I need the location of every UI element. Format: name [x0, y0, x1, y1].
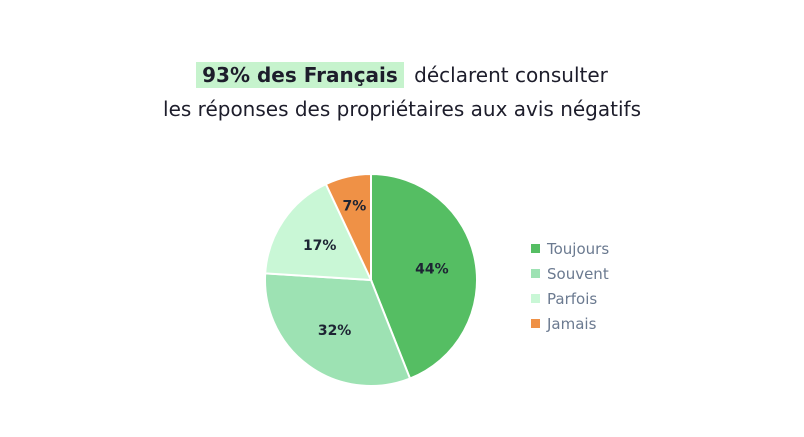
- chart-legend: Toujours Souvent Parfois Jamais: [531, 240, 609, 333]
- pie-slice-toujours: [370, 172, 479, 380]
- legend-swatch-toujours: [531, 244, 540, 253]
- pie-slice-souvent: [264, 272, 412, 387]
- title-line-1-text: déclarent consulter: [414, 63, 608, 87]
- slice-label-souvent: 32%: [318, 323, 352, 339]
- pie-slice-labels: 44% 32% 17% 7%: [303, 199, 449, 340]
- legend-label-toujours: Toujours: [546, 240, 609, 258]
- title-line-1: 93% des Français déclarent consulter: [0, 58, 804, 92]
- pie-slices: [264, 172, 479, 387]
- pie-slice-parfois: [264, 182, 373, 282]
- legend-label-souvent: Souvent: [547, 265, 609, 283]
- slice-label-toujours: 44%: [415, 261, 449, 277]
- slice-label-parfois: 17%: [303, 238, 337, 254]
- title-highlight: 93% des Français: [196, 62, 404, 88]
- legend-label-jamais: Jamais: [546, 315, 597, 333]
- legend-label-parfois: Parfois: [547, 290, 597, 308]
- chart-title: 93% des Français déclarent consulter les…: [0, 58, 804, 126]
- legend-swatch-parfois: [531, 294, 540, 303]
- legend-swatch-jamais: [531, 319, 540, 328]
- slice-label-jamais: 7%: [343, 199, 367, 215]
- legend-swatch-souvent: [531, 269, 540, 278]
- pie-slice-jamais: [324, 172, 372, 281]
- title-line-2: les réponses des propriétaires aux avis …: [163, 97, 641, 121]
